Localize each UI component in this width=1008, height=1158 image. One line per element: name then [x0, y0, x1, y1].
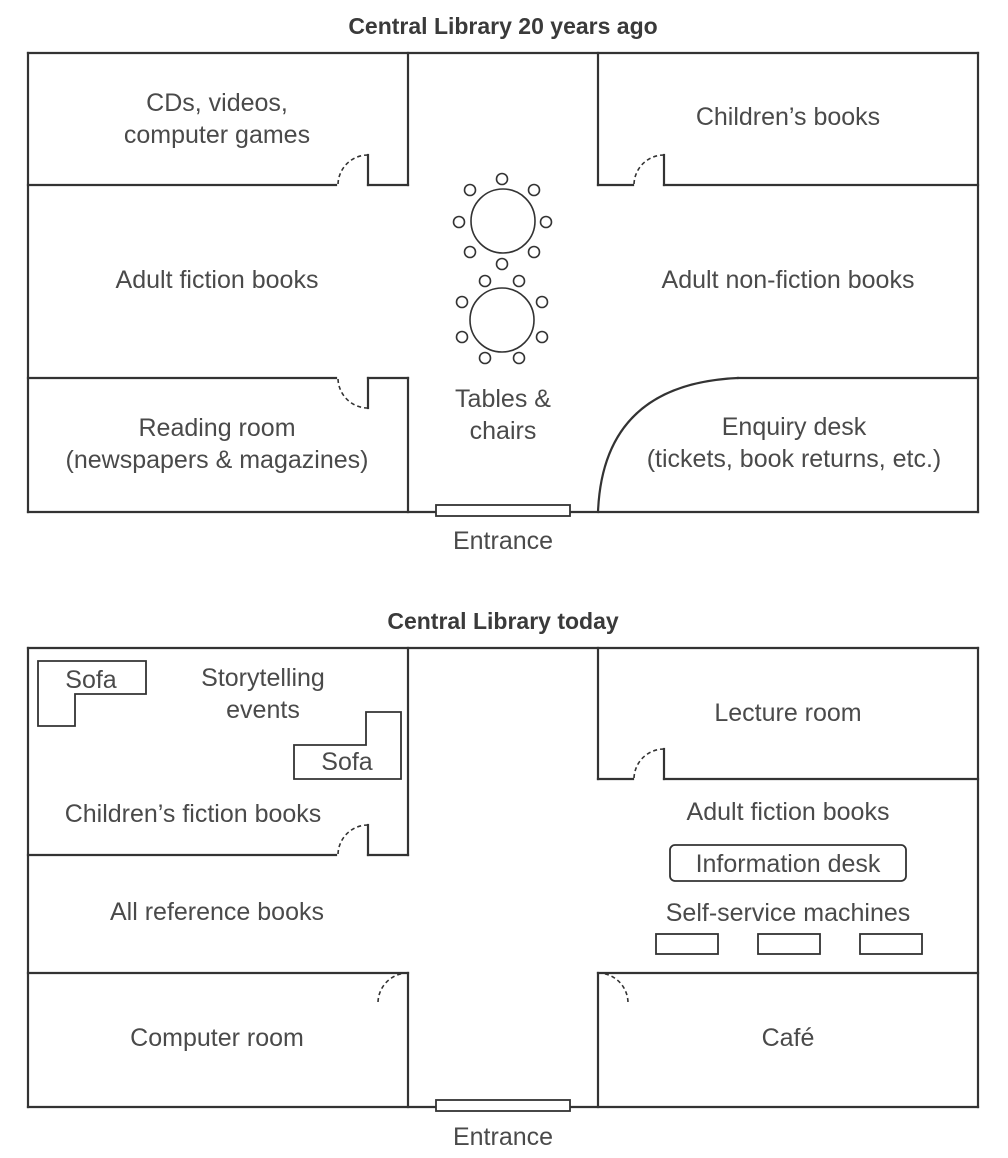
today-children-door: [337, 824, 369, 856]
past-chair: [512, 274, 526, 288]
past-entrance-door: [435, 504, 571, 517]
past-tables-and-chairs: Tables & chairs: [452, 172, 553, 445]
past-childrens-books-label: Children’s books: [696, 103, 880, 131]
past-chair: [512, 351, 526, 365]
today-lecture-door: [633, 748, 665, 780]
sofa-icon: [37, 660, 147, 727]
past-entrance-label: Entrance: [453, 527, 553, 555]
past-chair: [539, 215, 553, 229]
past-enquiry-label-1: Enquiry desk: [722, 413, 867, 441]
past-tables-label-2: chairs: [470, 417, 537, 445]
today-cafe-door: [597, 972, 629, 1004]
past-chair: [463, 183, 477, 197]
today-area-adult-fiction: Adult fiction books Information desk Sel…: [655, 798, 923, 955]
past-childrens-door: [633, 154, 665, 186]
today-room-cafe: Café: [596, 971, 980, 1109]
today-information-desk-label: Information desk: [696, 850, 881, 878]
sofa-icon: [293, 711, 402, 780]
today-computer-door: [377, 972, 409, 1004]
today-entrance-door: [435, 1099, 571, 1112]
today-adult-fiction-label: Adult fiction books: [687, 798, 890, 826]
past-cds-label-2: computer games: [124, 121, 310, 149]
past-room-childrens-books: Children’s books: [596, 51, 980, 187]
today-room-lecture: Lecture room: [596, 646, 980, 781]
past-room-cds: CDs, videos, computer games: [26, 51, 410, 187]
today-entrance-label: Entrance: [453, 1123, 553, 1151]
today-information-desk: [669, 844, 907, 882]
past-enquiry-label-2: (tickets, book returns, etc.): [647, 445, 942, 473]
past-table-1: [470, 188, 536, 254]
past-chair: [463, 245, 477, 259]
past-chair: [527, 245, 541, 259]
past-chair: [535, 330, 549, 344]
today-cafe-label: Café: [762, 1024, 815, 1052]
past-chair: [478, 351, 492, 365]
today-sofa-1-label: Sofa: [65, 666, 117, 694]
today-children-fiction-label: Children’s fiction books: [65, 800, 322, 828]
past-enquiry-desk: Enquiry desk (tickets, book returns, etc…: [596, 376, 980, 514]
today-storytelling-label-1: Storytelling: [201, 664, 325, 692]
past-reading-label-2: (newspapers & magazines): [66, 446, 369, 474]
past-chair: [527, 183, 541, 197]
today-self-service-machine: [757, 933, 821, 955]
past-outer-walls: [26, 51, 980, 514]
today-room-children: Sofa Sofa Storytelling events Children’s…: [26, 646, 410, 857]
past-adult-fiction-label: Adult fiction books: [116, 266, 319, 294]
past-room-reading: Reading room (newspapers & magazines): [26, 376, 410, 514]
past-cds-label-1: CDs, videos,: [146, 89, 288, 117]
plan-past: Central Library 20 years ago Entrance CD…: [26, 13, 980, 555]
today-sofa-2-label: Sofa: [321, 748, 373, 776]
past-chair: [455, 295, 469, 309]
past-chair: [495, 257, 509, 271]
today-reference-label: All reference books: [110, 898, 324, 926]
past-adult-nonfiction-label: Adult non-fiction books: [662, 266, 915, 294]
today-self-service-machine: [655, 933, 719, 955]
past-tables-label-1: Tables &: [455, 385, 551, 413]
past-enquiry-desk-curve: [596, 376, 740, 514]
today-computer-room-label: Computer room: [130, 1024, 304, 1052]
today-room-computer: Computer room: [26, 971, 410, 1109]
today-outer-walls: [26, 646, 980, 1109]
past-chair: [535, 295, 549, 309]
past-cds-door: [337, 154, 369, 186]
past-chair: [455, 330, 469, 344]
past-reading-door: [337, 377, 369, 409]
today-lecture-label: Lecture room: [714, 699, 861, 727]
past-chair: [495, 172, 509, 186]
past-chair: [478, 274, 492, 288]
plan-past-title: Central Library 20 years ago: [348, 13, 657, 39]
today-storytelling-label-2: events: [226, 696, 300, 724]
plan-today: Central Library today Entrance Sofa Sofa…: [26, 608, 980, 1151]
today-self-service-machine: [859, 933, 923, 955]
past-table-2: [469, 287, 535, 353]
past-chair: [452, 215, 466, 229]
today-self-service-label: Self-service machines: [666, 899, 911, 927]
plan-today-title: Central Library today: [387, 608, 619, 634]
past-reading-label-1: Reading room: [138, 414, 295, 442]
